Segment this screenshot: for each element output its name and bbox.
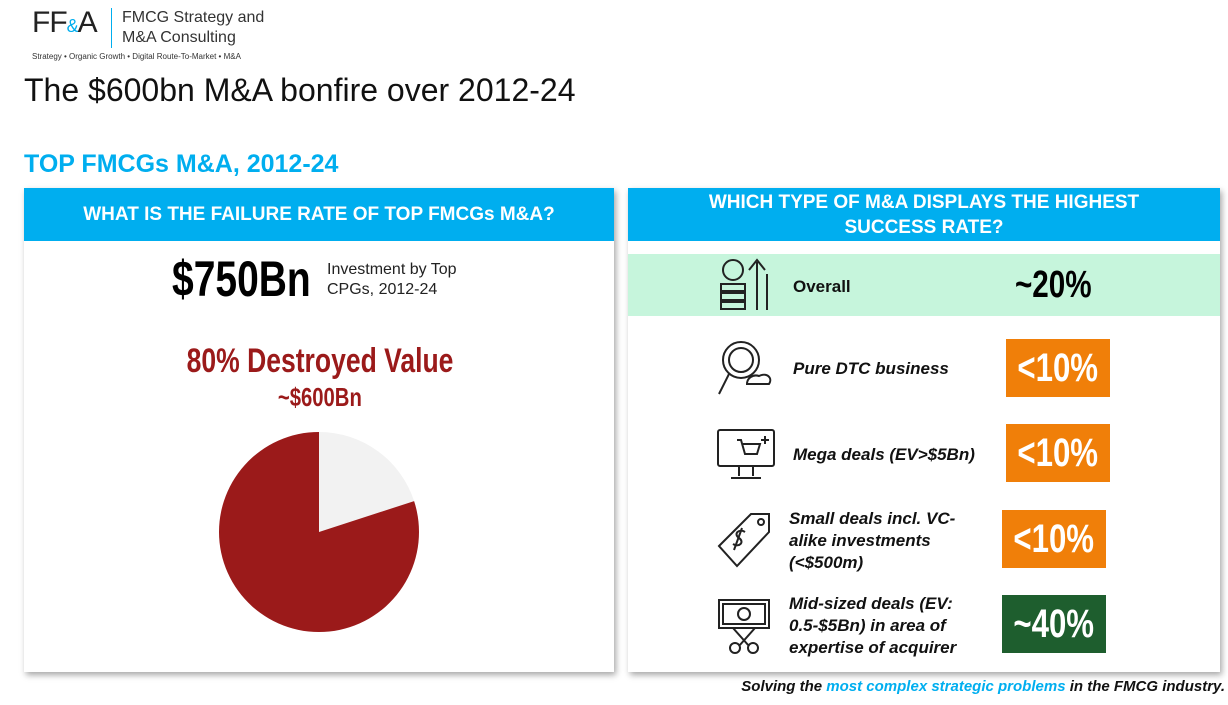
row-label: Pure DTC business xyxy=(793,359,949,378)
icon-shop xyxy=(717,429,775,479)
logo-letters: FF xyxy=(32,6,68,39)
logo-line: FMCG Strategy and xyxy=(122,9,265,26)
icon-search xyxy=(718,341,772,395)
rate-badge: <10% xyxy=(1002,510,1106,568)
rate: <10% xyxy=(1013,516,1095,561)
icon-tag xyxy=(717,513,770,568)
pie-slice xyxy=(219,432,419,632)
icon-money xyxy=(720,258,768,310)
logo-amp: & xyxy=(66,16,79,36)
panel-header: WHAT IS THE FAILURE RATE OF TOP FMCGs M&… xyxy=(24,188,614,241)
icon-cash xyxy=(718,599,770,654)
investment-note: Investment by Top CPGs, 2012-24 xyxy=(327,261,457,298)
panel-header: WHICH TYPE OF M&A DISPLAYS THE HIGHEST S… xyxy=(628,188,1220,241)
rate-badge: <10% xyxy=(1006,424,1110,482)
footer: Solving the most complex strategic probl… xyxy=(741,678,1225,695)
page-title: The $600bn M&A bonfire over 2012-24 xyxy=(24,72,576,108)
footer-highlight: most complex strategic problems xyxy=(826,678,1066,695)
headline-sub: ~$600Bn xyxy=(278,382,362,412)
headline-box: ~$600Bn xyxy=(20,382,620,413)
logo-name: FMCG Strategy and M&A Consulting xyxy=(122,8,264,48)
rate-box: ~20% xyxy=(1015,264,1105,307)
pie-slice xyxy=(319,432,415,532)
rate-badge: <10% xyxy=(1006,339,1110,397)
row-label: Mid-sized deals (EV: 0.5-$5Bn) in area o… xyxy=(789,594,957,657)
logo-line: M&A Consulting xyxy=(122,29,236,46)
logo-letters: A xyxy=(77,6,98,39)
row-label: Mega deals (EV>$5Bn) xyxy=(793,445,975,464)
pie-chart xyxy=(219,432,419,632)
logo-divider xyxy=(111,8,112,48)
row-label: Small deals incl. VC-alike investments (… xyxy=(789,509,956,572)
headline-box: 80% Destroyed Value xyxy=(20,342,620,381)
logo-mark: FF&A xyxy=(32,6,98,40)
rate-badge: ~40% xyxy=(1002,595,1106,653)
row-label: Overall xyxy=(793,277,851,296)
footer-text: in the FMCG industry. xyxy=(1065,678,1225,695)
rate: <10% xyxy=(1017,430,1099,475)
rate: ~40% xyxy=(1013,601,1095,646)
rate: ~20% xyxy=(1015,264,1092,306)
section-title: TOP FMCGs M&A, 2012-24 xyxy=(24,150,339,178)
panel-header-text: WHICH TYPE OF M&A DISPLAYS THE HIGHEST S… xyxy=(708,191,1140,238)
logo-tagline: Strategy • Organic Growth • Digital Rout… xyxy=(32,52,241,61)
footer-text: Solving the xyxy=(741,678,827,695)
rate: <10% xyxy=(1017,345,1099,390)
investment: $750Bn xyxy=(172,251,311,307)
headline: 80% Destroyed Value xyxy=(186,342,454,380)
